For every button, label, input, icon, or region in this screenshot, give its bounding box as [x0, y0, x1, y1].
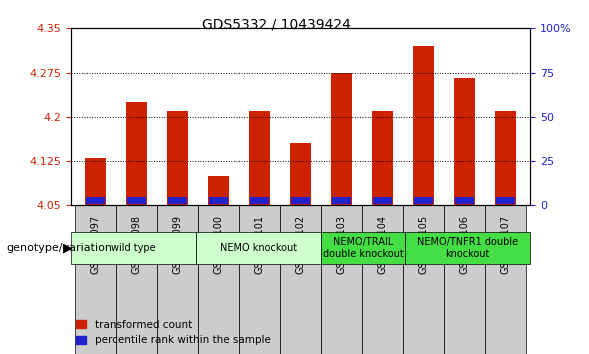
Text: NEMO/TRAIL
double knockout: NEMO/TRAIL double knockout [323, 237, 403, 259]
Bar [249, 111, 270, 205]
Text: NEMO/TNFR1 double
knockout: NEMO/TNFR1 double knockout [417, 237, 518, 259]
Bar [332, 198, 350, 204]
Text: ▶: ▶ [63, 241, 72, 254]
Bar [362, 205, 403, 354]
Bar [198, 205, 239, 354]
Bar [403, 205, 444, 354]
Bar [291, 198, 310, 204]
Text: wild type: wild type [111, 243, 155, 253]
Bar [209, 198, 227, 204]
Bar [168, 198, 187, 204]
Text: GDS5332 / 10439424: GDS5332 / 10439424 [203, 18, 351, 32]
Bar [75, 205, 116, 354]
Bar [414, 198, 433, 204]
Bar [331, 73, 352, 205]
Bar [116, 205, 157, 354]
Bar [290, 143, 310, 205]
Bar [208, 176, 229, 205]
Bar [373, 198, 392, 204]
Bar [413, 46, 434, 205]
Bar [454, 79, 475, 205]
Bar [127, 198, 145, 204]
Bar [239, 205, 280, 354]
Bar [455, 198, 474, 204]
Bar [495, 111, 516, 205]
Legend: transformed count, percentile rank within the sample: transformed count, percentile rank withi… [76, 320, 270, 345]
Bar [321, 205, 362, 354]
Bar [280, 205, 321, 354]
Bar [85, 158, 105, 205]
Bar [167, 111, 187, 205]
FancyBboxPatch shape [321, 232, 405, 264]
Bar [485, 205, 526, 354]
Bar [497, 198, 515, 204]
Bar [126, 102, 147, 205]
FancyBboxPatch shape [196, 232, 321, 264]
Bar [157, 205, 198, 354]
Bar [372, 111, 393, 205]
FancyBboxPatch shape [71, 232, 196, 264]
Text: NEMO knockout: NEMO knockout [220, 243, 297, 253]
FancyBboxPatch shape [405, 232, 530, 264]
Bar [444, 205, 485, 354]
Bar [250, 198, 269, 204]
Text: genotype/variation: genotype/variation [6, 243, 112, 253]
Bar [86, 198, 104, 204]
